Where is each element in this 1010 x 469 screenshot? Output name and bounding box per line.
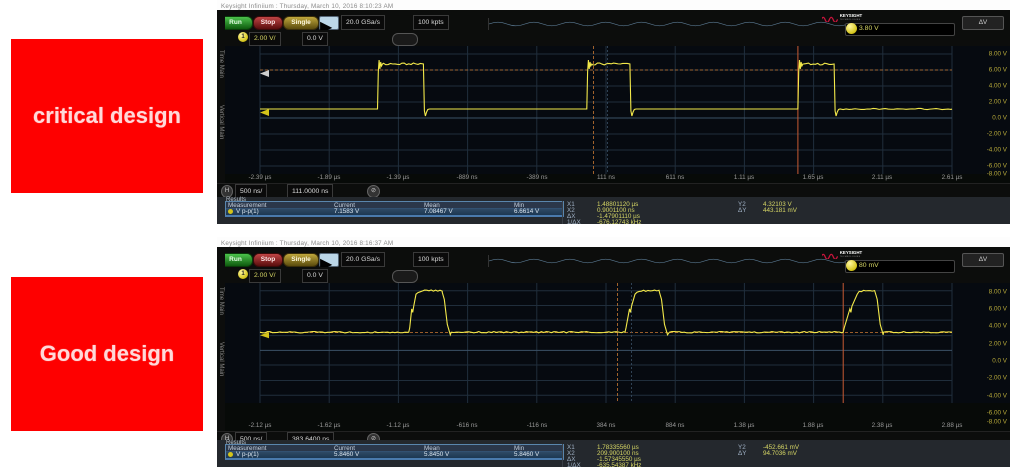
svg-text:TECHNOLOGIES: TECHNOLOGIES	[840, 19, 861, 21]
svg-text:TECHNOLOGIES: TECHNOLOGIES	[840, 256, 861, 258]
svg-text:KEYSIGHT: KEYSIGHT	[840, 13, 863, 18]
svg-text:KEYSIGHT: KEYSIGHT	[840, 250, 863, 255]
